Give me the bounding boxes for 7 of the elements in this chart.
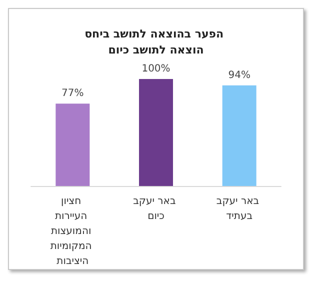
x-tick-label: באר יעקב בעתיד <box>216 196 262 222</box>
x-tick-label: חציון העיירות והמועצות המקומיות היציבות <box>50 196 96 267</box>
chart-title: הפער בהוצאה לתושב ביחס הוצאה לתושב כיום <box>84 28 228 56</box>
data-label: 94% <box>228 70 250 81</box>
data-label: 77% <box>62 88 84 100</box>
x-tick-label: באר יעקב כיום <box>133 196 179 222</box>
data-label: 100% <box>142 64 170 74</box>
